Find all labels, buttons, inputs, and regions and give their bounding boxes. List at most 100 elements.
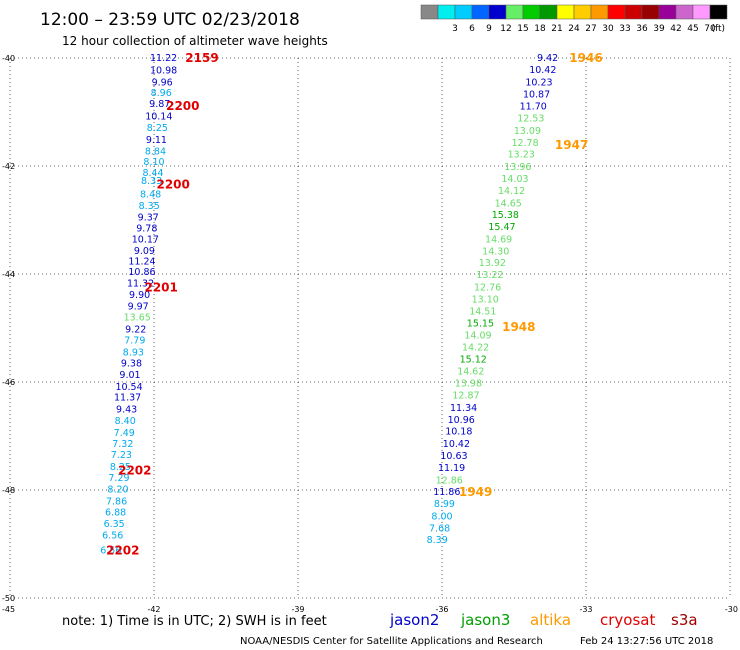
wave-height-value: 8.25 (147, 123, 168, 134)
wave-height-value: 8.99 (434, 499, 455, 510)
wave-height-value: 12.87 (452, 391, 479, 402)
wave-height-value: 11.34 (450, 403, 477, 414)
legend-swatch (641, 4, 660, 20)
wave-height-value: 9.01 (119, 370, 140, 381)
legend-swatch (573, 4, 592, 20)
wave-height-value: 11.22 (150, 53, 177, 64)
legend-tick-label: 18 (534, 24, 546, 34)
wave-height-value: 11.37 (114, 393, 141, 404)
wave-height-value: 10.63 (440, 451, 467, 462)
legend-tick-label: 24 (568, 24, 580, 34)
legend-tick-label: 42 (670, 24, 681, 34)
wave-height-value: 10.14 (145, 111, 172, 122)
wave-height-value: 7.32 (112, 439, 133, 450)
time-label: 2201 (144, 281, 177, 295)
legend-swatch (437, 4, 456, 20)
x-tick-label: -45 (2, 605, 15, 614)
wave-height-value: 7.79 (124, 335, 145, 346)
wave-height-value: 9.37 (138, 212, 159, 223)
wave-height-value: 14.12 (498, 186, 525, 197)
wave-height-value: 10.86 (128, 267, 155, 278)
legend-swatch (539, 4, 558, 20)
legend-tick-label: 27 (585, 24, 596, 34)
wave-height-value: 9.11 (146, 135, 167, 146)
wave-height-value: 10.42 (443, 439, 470, 450)
satellite-label-jason2: jason2 (389, 611, 439, 629)
legend-swatch (658, 4, 677, 20)
x-tick-label: -30 (725, 605, 738, 614)
satellite-label-jason3: jason3 (460, 611, 510, 629)
wave-height-value: 10.18 (445, 427, 472, 438)
wave-height-value: 8.20 (107, 484, 128, 495)
wave-height-value: 7.49 (114, 428, 135, 439)
satellite-label-altika: altika (530, 611, 571, 629)
wave-height-value: 9.78 (136, 224, 157, 235)
wave-height-value: 8.25 (110, 462, 131, 473)
color-legend: 3 6 9 12 15 18 21 24 27 30 33 36 39 42 45 70(ft) (420, 4, 728, 34)
credit-line: NOAA/NESDIS Center for Satellite Applica… (240, 636, 543, 647)
legend-swatch (709, 4, 728, 20)
wave-height-value: 10.54 (115, 382, 142, 393)
wave-height-value: 14.09 (464, 331, 491, 342)
legend-tick-label: 12 (500, 24, 511, 34)
legend-swatch (624, 4, 643, 20)
axis-ticks: -40 -42 -44 -46 -48 -50 -45 -42 -39 -36 -33 -30 (2, 54, 738, 614)
y-tick-label: -46 (2, 378, 15, 387)
legend-tick-label: 6 (469, 24, 475, 34)
wave-height-value: 11.19 (438, 463, 465, 474)
legend-swatch (590, 4, 609, 20)
wave-height-value: 14.65 (495, 198, 522, 209)
wave-height-value: 11.32 (127, 279, 154, 290)
wave-height-value: 8.84 (145, 146, 166, 157)
wave-height-value: 8.10 (143, 157, 164, 168)
wave-height-value: 7.86 (106, 496, 127, 507)
wave-height-value: 14.51 (469, 306, 496, 317)
wave-height-value: 13.98 (455, 379, 482, 390)
wave-height-value: 9.96 (152, 77, 173, 88)
wave-height-value: 10.42 (529, 65, 556, 76)
plot-grid (9, 57, 731, 599)
wave-height-value: 6.56 (100, 545, 121, 556)
wave-height-value: 6.35 (104, 519, 125, 530)
time-label: 2200 (166, 99, 199, 113)
wave-height-value: 9.22 (125, 325, 146, 336)
legend-tick-label: 30 (602, 24, 614, 34)
time-label: 2200 (156, 177, 189, 191)
wave-height-value: 9.09 (134, 246, 155, 257)
wave-height-value: 8.39 (427, 535, 448, 546)
wave-height-value: 13.65 (124, 313, 151, 324)
wave-height-value: 7.68 (429, 523, 450, 534)
wave-height-value: 9.43 (116, 405, 137, 416)
wave-height-value: 15.15 (467, 319, 494, 330)
wave-height-values: 11.2210.989.968.969.8710.148.259.118.848… (100, 53, 558, 556)
wave-height-value: 8.44 (142, 168, 163, 179)
wave-height-value: 9.42 (537, 53, 558, 64)
legend-swatch (692, 4, 711, 20)
wave-height-value: 14.03 (501, 174, 528, 185)
wave-height-value: 6.56 (102, 530, 123, 541)
legend-tick-label: 3 (452, 24, 458, 34)
wave-height-value: 14.69 (485, 234, 512, 245)
wave-height-value: 9.38 (121, 359, 142, 370)
wave-height-value: 11.24 (128, 257, 155, 268)
wave-height-value: 9.97 (128, 301, 149, 312)
wave-height-value: 8.33 (141, 176, 162, 187)
wave-height-value: 9.90 (129, 290, 150, 301)
wave-height-value: 15.47 (488, 222, 515, 233)
time-label: 2202 (118, 464, 151, 478)
wave-height-value: 10.17 (132, 234, 159, 245)
wave-height-value: 15.12 (460, 354, 487, 365)
legend-tick-label: 45 (687, 24, 698, 34)
legend-swatch (471, 4, 490, 20)
time-label: 2202 (106, 543, 139, 557)
wave-height-value: 11.86 (433, 487, 460, 498)
wave-height-value: 7.23 (111, 450, 132, 461)
legend-swatch (675, 4, 694, 20)
legend-swatch (607, 4, 626, 20)
legend-swatch (454, 4, 473, 20)
wave-height-value: 8.48 (140, 190, 161, 201)
time-label: 1946 (569, 51, 602, 65)
y-tick-label: -50 (2, 594, 15, 603)
wave-height-value: 14.30 (482, 246, 509, 257)
